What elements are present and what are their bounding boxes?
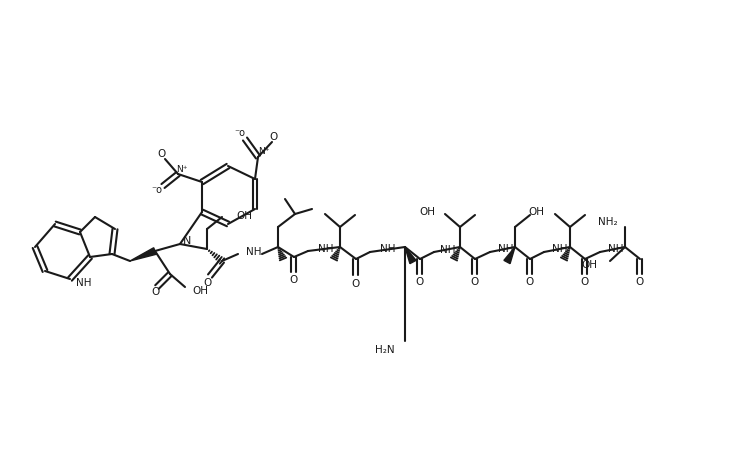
Text: ⁻o: ⁻o [234, 128, 245, 138]
Text: N⁺: N⁺ [258, 146, 270, 155]
Polygon shape [130, 248, 157, 261]
Text: NH: NH [552, 244, 567, 253]
Text: NH: NH [440, 245, 456, 255]
Text: OH: OH [236, 210, 252, 220]
Text: O: O [471, 277, 479, 287]
Text: O: O [151, 287, 159, 297]
Text: OH: OH [581, 259, 597, 269]
Text: O: O [352, 278, 360, 288]
Text: O: O [636, 277, 644, 287]
Text: O: O [416, 277, 424, 287]
Text: NH: NH [608, 244, 623, 253]
Text: O: O [270, 132, 278, 142]
Text: ⁻o: ⁻o [151, 185, 162, 195]
Polygon shape [405, 248, 416, 264]
Text: O: O [581, 277, 589, 287]
Text: O: O [157, 149, 165, 159]
Text: NH: NH [246, 247, 262, 257]
Text: NH: NH [380, 244, 395, 253]
Text: NH: NH [498, 244, 514, 253]
Text: O: O [526, 277, 534, 287]
Polygon shape [504, 248, 515, 264]
Text: NH₂: NH₂ [598, 217, 618, 227]
Text: N: N [183, 236, 191, 246]
Text: N⁺: N⁺ [176, 165, 187, 174]
Text: OH: OH [528, 207, 544, 217]
Text: NH: NH [318, 244, 334, 253]
Text: OH: OH [192, 286, 208, 296]
Text: NH: NH [76, 278, 92, 288]
Text: O: O [203, 278, 211, 288]
Text: O: O [290, 275, 298, 284]
Text: H₂N: H₂N [376, 344, 395, 354]
Text: OH: OH [419, 207, 435, 217]
